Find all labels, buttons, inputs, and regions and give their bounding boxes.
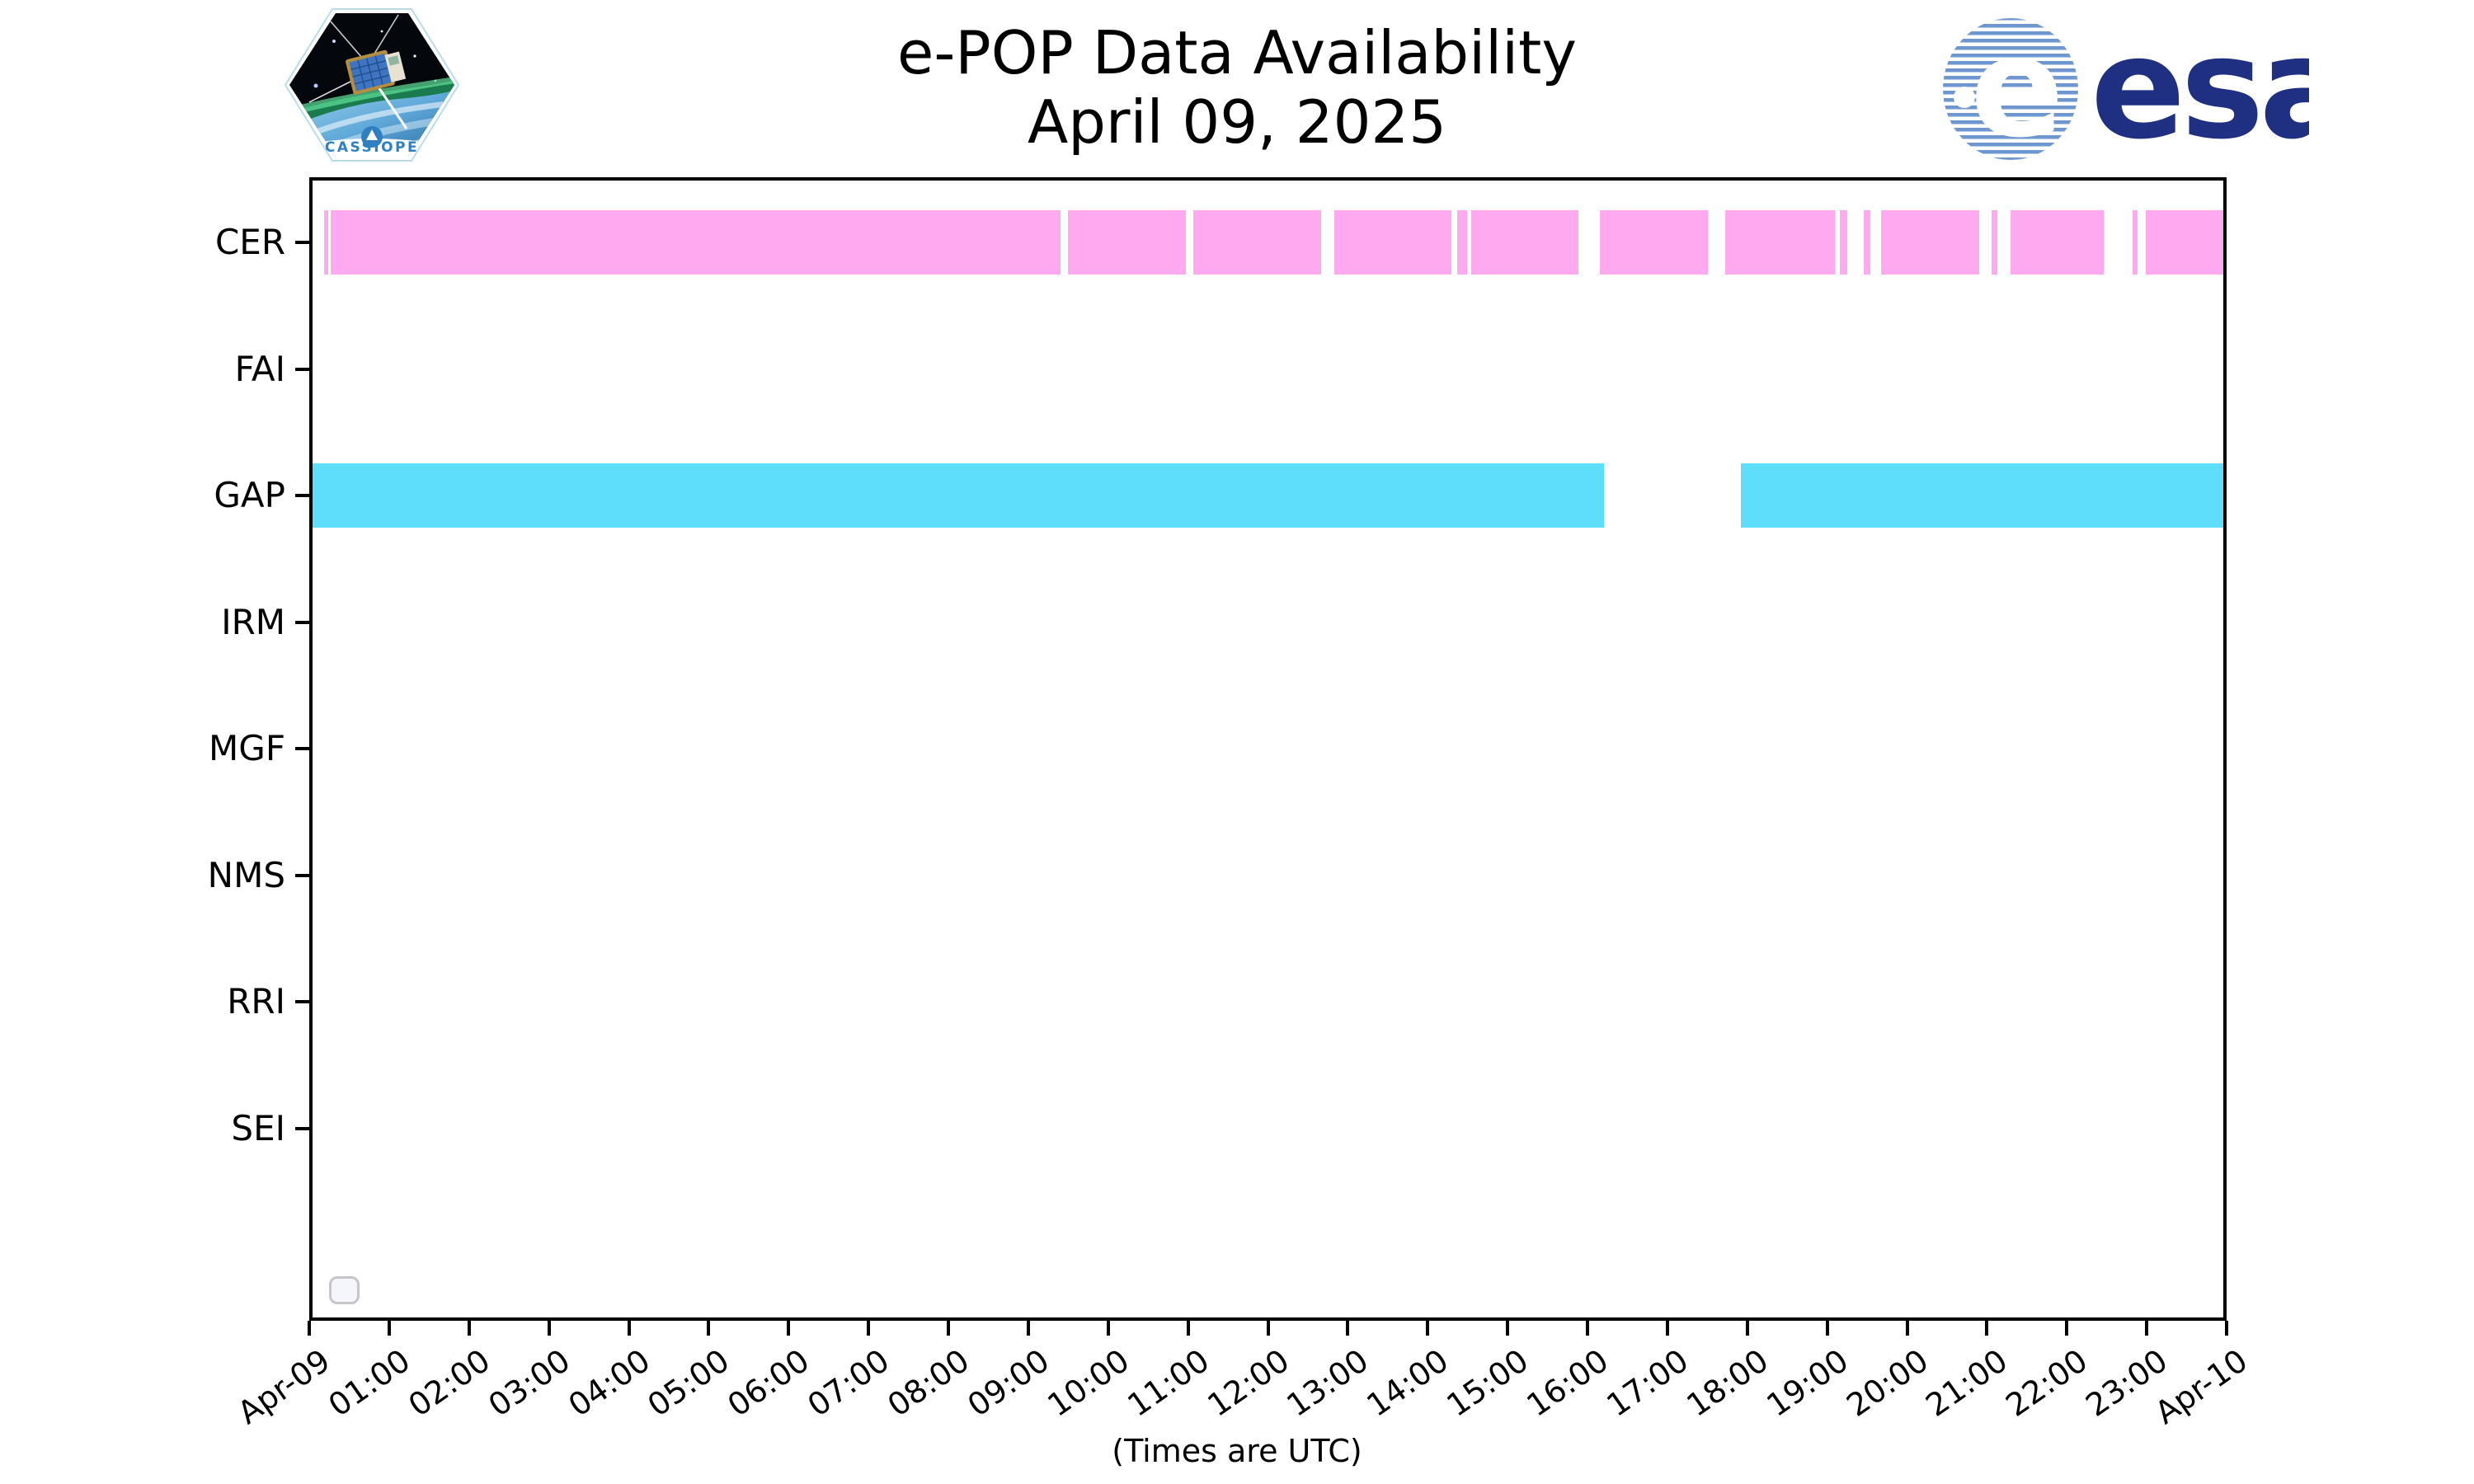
availability-bar-cer (1333, 210, 1451, 275)
availability-bar-cer (1992, 210, 1997, 275)
x-tick-label: 19:00 (1759, 1342, 1855, 1424)
x-tick-label: 13:00 (1280, 1342, 1376, 1424)
x-tick (1266, 1321, 1270, 1336)
x-tick (707, 1321, 711, 1336)
y-axis-label-gap: GAP (214, 475, 285, 515)
availability-bar-cer (1470, 210, 1578, 275)
x-tick-label: 09:00 (961, 1342, 1056, 1424)
chart-title-line1: e-POP Data Availability (897, 18, 1577, 87)
availability-bar-cer (1880, 210, 1979, 275)
x-tick-label: 22:00 (1999, 1342, 2095, 1424)
x-tick (1106, 1321, 1110, 1336)
chart-title: e-POP Data Availability April 09, 2025 (0, 18, 2474, 157)
x-tick-label: 03:00 (481, 1342, 576, 1424)
x-tick (2225, 1321, 2228, 1336)
x-tick-label: 20:00 (1839, 1342, 1935, 1424)
x-tick (2145, 1321, 2149, 1336)
x-tick-label: 04:00 (561, 1342, 656, 1424)
x-tick-label: 18:00 (1680, 1342, 1775, 1424)
x-tick-label: 12:00 (1200, 1342, 1296, 1424)
x-tick-label: 02:00 (402, 1342, 496, 1424)
y-tick-irm (295, 620, 309, 624)
y-axis-label-rri: RRI (227, 981, 285, 1021)
x-tick-label: 16:00 (1520, 1342, 1616, 1424)
x-tick (1586, 1321, 1589, 1336)
esa-wordmark: esa (2091, 15, 2309, 163)
availability-bar-cer (1600, 210, 1709, 275)
y-axis-label-mgf: MGF (209, 728, 285, 768)
x-tick-label: 01:00 (322, 1342, 417, 1424)
y-axis-label-irm: IRM (221, 601, 285, 642)
x-tick (1506, 1321, 1510, 1336)
empty-legend-box (329, 1276, 360, 1304)
x-tick (947, 1321, 950, 1336)
x-tick (2065, 1321, 2069, 1336)
x-tick (1426, 1321, 1430, 1336)
cassiope-patch-logo: CASSIOPE (284, 8, 460, 162)
x-tick (387, 1321, 391, 1336)
availability-bar-cer (331, 210, 1061, 275)
availability-bar-gap (313, 463, 1604, 528)
y-tick-mgf (295, 747, 309, 750)
y-axis-label-fai: FAI (234, 348, 285, 389)
x-tick (787, 1321, 791, 1336)
y-axis-label-cer: CER (214, 222, 285, 262)
availability-bar-cer (1068, 210, 1187, 275)
availability-bar-cer (1839, 210, 1848, 275)
y-tick-rri (295, 1000, 309, 1003)
esa-globe-e-glyph: e (1970, 15, 2064, 163)
x-tick (1346, 1321, 1350, 1336)
availability-bar-cer (324, 210, 329, 275)
cassiope-patch-text: CASSIOPE (325, 139, 419, 156)
x-tick-label: Apr-10 (2148, 1342, 2255, 1431)
x-tick (547, 1321, 551, 1336)
x-tick-label: 08:00 (881, 1342, 976, 1424)
chart-title-line2: April 09, 2025 (1027, 87, 1447, 157)
x-tick-label: 14:00 (1360, 1342, 1456, 1424)
x-tick (1026, 1321, 1030, 1336)
x-tick-label: 21:00 (1919, 1342, 2015, 1424)
y-tick-fai (295, 367, 309, 371)
y-axis-label-sei: SEI (231, 1107, 285, 1148)
x-tick (308, 1321, 311, 1336)
x-axis-caption: (Times are UTC) (1112, 1433, 1362, 1469)
esa-logo: e esa (1943, 15, 2309, 163)
availability-bar-cer (1724, 210, 1835, 275)
x-tick-label: 11:00 (1120, 1342, 1216, 1424)
x-tick (1905, 1321, 1909, 1336)
availability-bar-cer (2146, 210, 2223, 275)
y-tick-gap (295, 494, 309, 497)
y-axis-label-nms: NMS (207, 854, 285, 895)
x-tick (1186, 1321, 1190, 1336)
availability-bar-gap (1740, 463, 2223, 528)
x-tick (1985, 1321, 1989, 1336)
availability-bar-cer (1457, 210, 1467, 275)
availability-bar-cer (1863, 210, 1871, 275)
x-tick (1825, 1321, 1829, 1336)
x-tick (627, 1321, 631, 1336)
availability-bar-cer (1192, 210, 1322, 275)
x-tick-label: 05:00 (641, 1342, 736, 1424)
x-tick (467, 1321, 471, 1336)
x-tick-label: 10:00 (1041, 1342, 1136, 1424)
x-tick-label: 15:00 (1440, 1342, 1536, 1424)
x-tick-label: 06:00 (721, 1342, 816, 1424)
x-tick-label: 07:00 (801, 1342, 896, 1424)
plot-area (309, 177, 2227, 1321)
y-tick-sei (295, 1126, 309, 1130)
x-tick-label: 17:00 (1600, 1342, 1696, 1424)
availability-bar-cer (2011, 210, 2105, 275)
x-tick (867, 1321, 871, 1336)
x-tick (1745, 1321, 1749, 1336)
y-tick-cer (295, 241, 309, 244)
availability-bar-cer (2132, 210, 2138, 275)
x-tick (1665, 1321, 1669, 1336)
x-tick-label: Apr-09 (231, 1342, 337, 1431)
y-tick-nms (295, 873, 309, 877)
